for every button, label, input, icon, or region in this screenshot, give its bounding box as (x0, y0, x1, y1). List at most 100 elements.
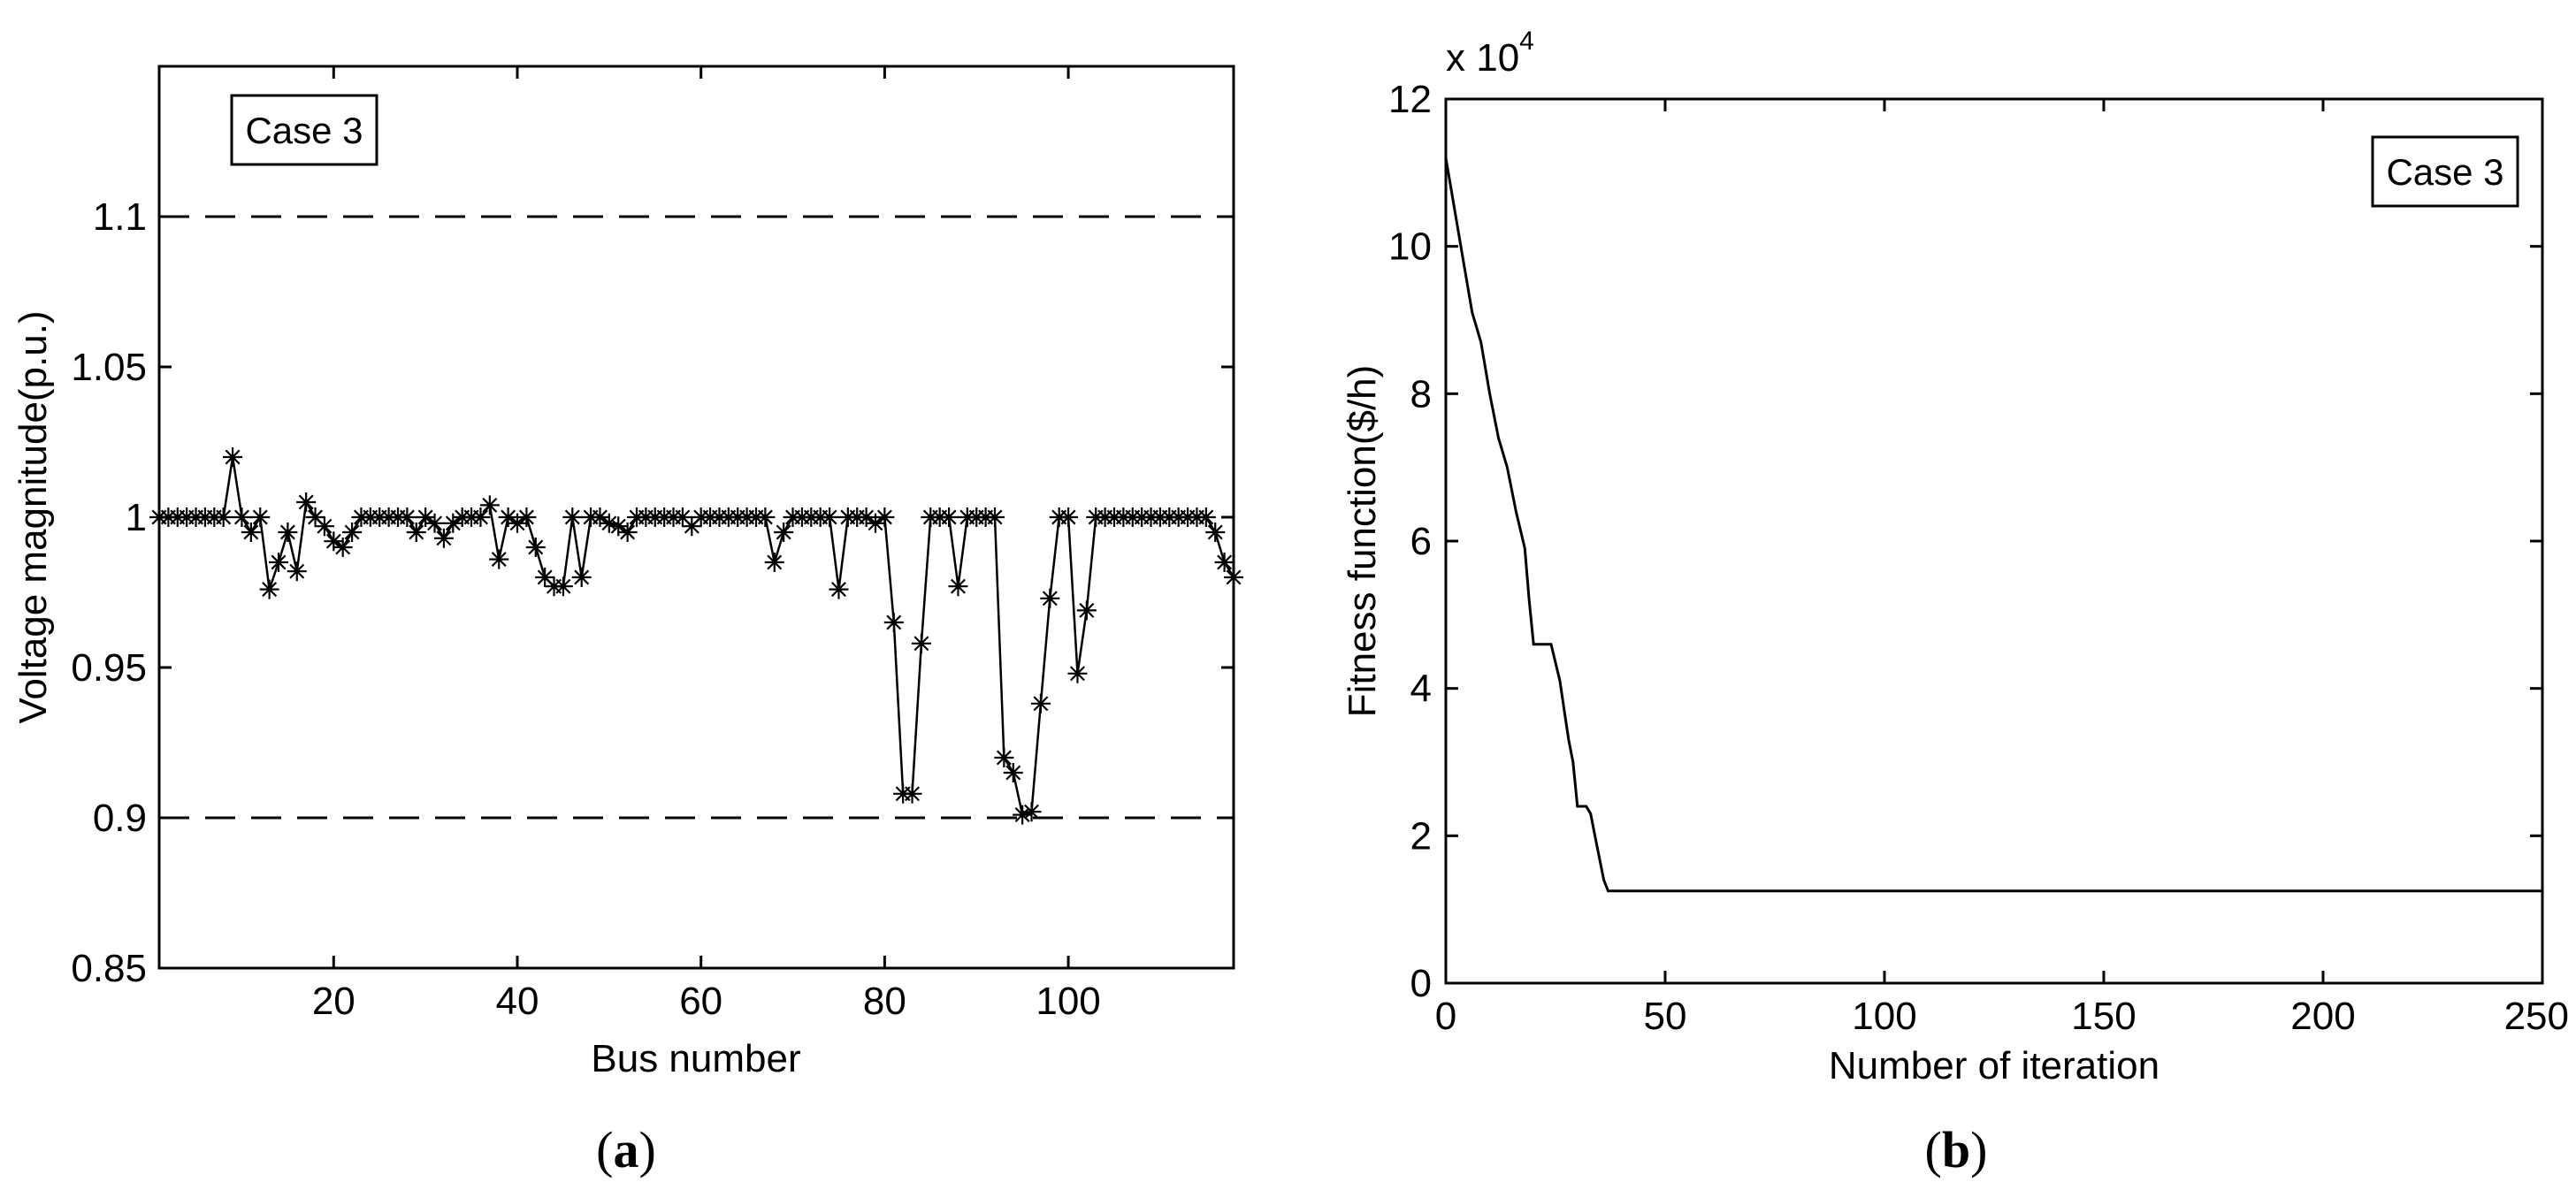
panel-b-multiplier-base: x 10 (1446, 36, 1519, 80)
panel-a-data-point (508, 513, 527, 533)
panel-a-data-point (314, 516, 334, 537)
panel-b-multiplier-exponent: 4 (1519, 27, 1534, 56)
panel-b-x-tick-label: 50 (1644, 995, 1687, 1038)
panel-a-data-point (1214, 553, 1234, 572)
panel-b-y-tick-label: 6 (1410, 520, 1432, 563)
panel-a-data-point (939, 507, 959, 527)
panel-a-data-point (1059, 507, 1079, 527)
panel-a-y-tick-label: 1.05 (71, 346, 147, 389)
panel-a-data-point (883, 613, 904, 632)
panel-b-y-tick-label: 0 (1410, 962, 1432, 1005)
panel-a-data-point (333, 538, 353, 557)
panel-a-data-point (1040, 588, 1060, 608)
panel-a-y-axis-label: Voltage magnitude(p.u.) (11, 310, 55, 723)
panel-a-data-point (223, 447, 243, 467)
panel-a-x-tick-label: 60 (679, 980, 722, 1023)
panel-a-x-tick-label: 40 (496, 980, 539, 1023)
panel-b-x-tick-label: 100 (1852, 995, 1916, 1038)
panel-a-data-point (911, 633, 931, 653)
panel-a-data-point (948, 576, 968, 597)
panel-b-x-axis-label: Number of iteration (1829, 1044, 2159, 1087)
panel-a-data-point (617, 523, 638, 542)
panel-b-series-polyline (1444, 157, 2542, 893)
panel-b-y-tick-label: 2 (1410, 814, 1432, 858)
panel-a-data-point (755, 507, 776, 527)
panel-a-data-point (672, 507, 692, 527)
panel-a-data-point (553, 576, 573, 597)
panel-b-y-multiplier: x 104 (1446, 27, 1534, 80)
panel-b-y-ticks: 0 2 4 6 8 10 12 (1388, 78, 2542, 1005)
panel-a-data-point (269, 553, 288, 572)
panel-a-data-point (875, 507, 895, 527)
panel-b-annotation-frame (2371, 135, 2519, 208)
panel-a-data-point (305, 507, 325, 527)
panel-a-data-point (1076, 600, 1097, 621)
panel-b-x-tick-label: 200 (2290, 995, 2355, 1038)
panel-a-x-tick-label: 100 (1036, 980, 1100, 1023)
panel-b-caption: (b) (1925, 1121, 1988, 1179)
panel-a-data-point (829, 579, 849, 599)
panel-a-data-point (470, 507, 491, 527)
panel-a-data-point (489, 549, 509, 569)
panel-a-data-point (241, 523, 261, 542)
panel-a-data-point (498, 507, 518, 527)
panel-a-data-point (562, 507, 583, 527)
panel-a-data-point (994, 748, 1014, 767)
panel-a-y-tick-label: 0.9 (93, 797, 147, 840)
panel-a-data-point (250, 507, 271, 527)
panel-a-markers (149, 447, 1243, 825)
panel-b-caption-letter: b (1942, 1121, 1970, 1179)
panel-a-data-point (416, 507, 436, 527)
panel-a-data-point (764, 553, 784, 572)
panel-a-data-point (866, 513, 885, 533)
panel-a-annotation-box: Case 3 (230, 94, 378, 166)
panel-a-x-tick-label: 20 (312, 980, 355, 1023)
panel-a-data-point (1224, 568, 1243, 587)
panel-a-data-point (324, 531, 344, 552)
panel-a-data-point (1013, 805, 1033, 825)
panel-a-data-point (820, 507, 840, 527)
panel-b-plot-area (1444, 97, 2544, 985)
panel-b-x-ticks: 0 50 100 150 200 250 (1435, 99, 2569, 1038)
panel-a-x-axis-label: Bus number (591, 1037, 800, 1080)
panel-a-data-point (682, 516, 702, 537)
panel-a-data-point (397, 507, 417, 527)
panel-a-data-point (287, 561, 307, 582)
panel-a-annotation-text: Case 3 (245, 110, 363, 151)
panel-a-data-point (433, 528, 454, 548)
panel-a-x-ticks: 20 40 60 80 100 (312, 66, 1101, 1023)
panel-a-data-point (571, 568, 592, 587)
panel-a-voltage-chart: 20 40 60 80 100 0.85 0.9 0.95 1 1.05 1.1 Case 3 B… (11, 65, 1243, 1179)
panel-a-data-point (1196, 507, 1216, 527)
panel-a-data-point (535, 568, 555, 587)
panel-b-annotation-box: Case 3 (2371, 135, 2519, 208)
panel-a-data-point (232, 507, 252, 527)
panel-a-data-point (479, 495, 500, 515)
panel-a-data-point (1003, 763, 1023, 782)
panel-a-data-point (278, 523, 298, 542)
panel-a-y-tick-label: 1.1 (93, 195, 147, 239)
panel-b-y-tick-label: 10 (1388, 225, 1432, 269)
panel-a-data-point (259, 579, 279, 599)
panel-a-data-point (424, 513, 445, 533)
panel-a-data-point (902, 783, 922, 804)
panel-b-x-tick-label: 150 (2071, 995, 2136, 1038)
panel-a-data-point (516, 507, 537, 527)
panel-a-data-point (525, 538, 546, 557)
panel-a-y-tick-label: 1 (126, 496, 147, 539)
panel-a-data-point (1021, 802, 1042, 822)
panel-b-series-line (1444, 157, 2542, 893)
panel-b-annotation-text: Case 3 (2386, 151, 2503, 193)
panel-a-data-point (213, 507, 233, 527)
panel-a-data-point (406, 523, 426, 542)
panel-a-data-point (856, 507, 876, 527)
panel-a-data-point (443, 513, 463, 533)
panel-a-data-point (1205, 523, 1226, 542)
panel-a-limit-lines (159, 215, 1234, 820)
panel-a-data-point (774, 523, 794, 542)
panel-a-data-point (599, 513, 619, 533)
panel-a-data-point (608, 516, 629, 537)
panel-a-data-point (590, 507, 610, 527)
